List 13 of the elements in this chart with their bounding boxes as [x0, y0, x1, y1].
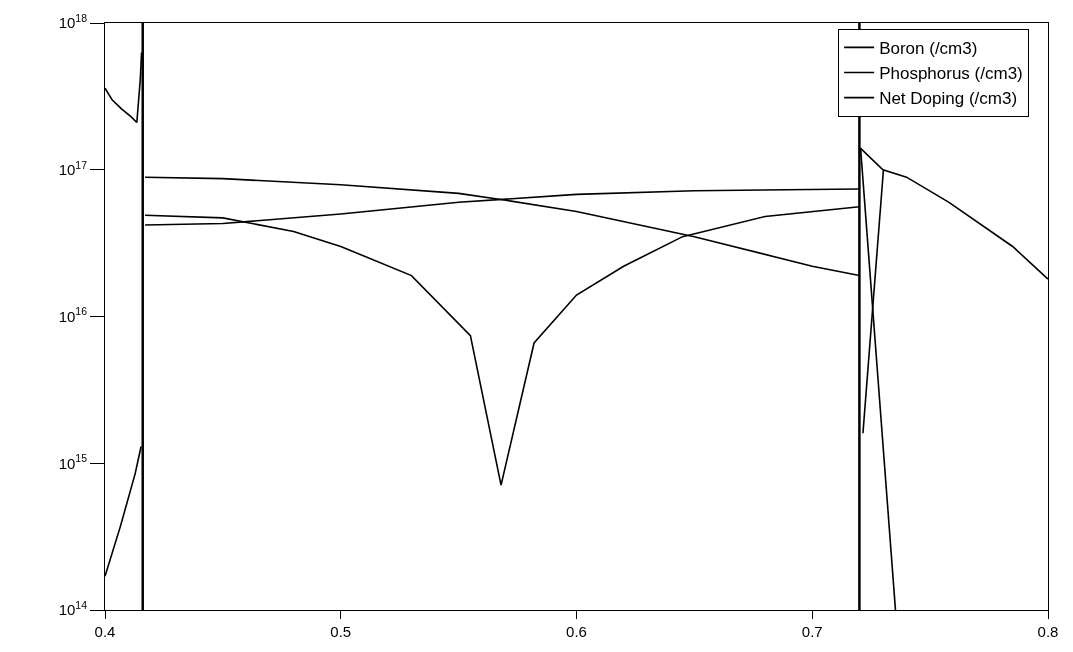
x-tick-label: 0.8: [1037, 623, 1059, 640]
legend-label: Phosphorus (/cm3): [879, 64, 1023, 84]
x-tick-label: 0.6: [566, 623, 587, 640]
y-tick-label: 10$^{15}$: [58, 452, 88, 472]
y-tick-label: 10$^{14}$: [58, 598, 88, 619]
x-tick-label: 0.4: [94, 623, 116, 640]
y-tick-label: 10$^{18}$: [58, 11, 88, 32]
x-tick-label: 0.5: [330, 623, 352, 640]
legend-label: Net Doping (/cm3): [879, 89, 1018, 109]
x-tick-label: 0.7: [801, 623, 823, 640]
y-tick-label: 10$^{17}$: [58, 158, 88, 178]
legend-label: Boron (/cm3): [879, 39, 978, 59]
y-tick-label: 10$^{16}$: [58, 305, 88, 325]
